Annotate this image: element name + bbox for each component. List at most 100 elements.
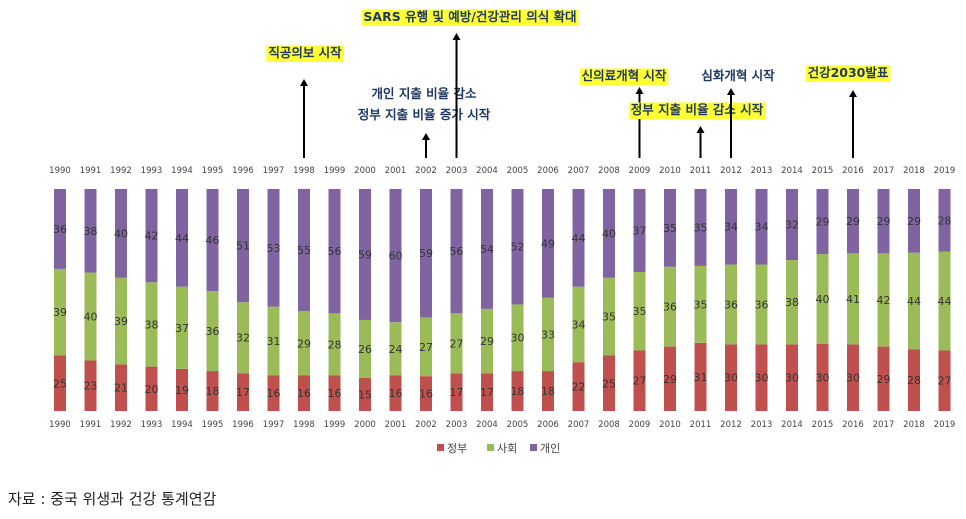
data-label-1996-series-1: 32 [236, 332, 250, 345]
data-label-1990-series-1: 39 [53, 306, 67, 319]
data-label-2019-series-2: 28 [938, 214, 952, 227]
bar-2003-series-0 [450, 373, 463, 411]
bar-1994-series-1 [176, 286, 188, 369]
bar-2019-series-1 [938, 251, 951, 351]
annotation-text-2016-0: 건강2030발표 [808, 65, 889, 80]
data-label-1996-series-2: 51 [236, 240, 250, 253]
bar-2015-series-1 [816, 254, 829, 344]
bar-1995-series-0 [206, 371, 219, 411]
data-label-2010-series-2: 35 [663, 222, 677, 235]
bar-2011-series-1 [694, 265, 707, 343]
bottom-tick-label-1991: 1991 [80, 420, 102, 430]
top-tick-label-2015: 2015 [812, 166, 834, 176]
annotation-arrowhead-2009 [635, 87, 644, 94]
data-label-2019-series-1: 44 [938, 295, 952, 308]
bar-1990-series-2 [54, 189, 66, 269]
data-label-2018-series-0: 28 [907, 374, 921, 387]
legend-swatch-1 [487, 444, 494, 451]
bar-2013-series-0 [755, 344, 768, 411]
bottom-tick-label-2001: 2001 [385, 420, 407, 430]
bar-2009-series-1 [633, 271, 646, 351]
bar-1998-series-2 [298, 189, 310, 312]
data-label-1999-series-1: 28 [328, 338, 342, 351]
bar-2018-series-1 [908, 252, 920, 350]
top-tick-label-1999: 1999 [324, 166, 346, 176]
bar-1999-series-0 [328, 375, 341, 411]
bottom-tick-label-2013: 2013 [751, 420, 773, 430]
data-label-2005-series-1: 30 [511, 332, 525, 345]
annotation-text-2002-0: 개인 지출 비율 감소 [371, 86, 477, 101]
annotation-text-2002-1: 정부 지출 비율 증가 시작 [358, 107, 491, 122]
data-label-2001-series-1: 24 [389, 343, 403, 356]
data-label-2015-series-1: 40 [816, 293, 830, 306]
bar-1999-series-1 [328, 313, 341, 376]
data-label-2004-series-0: 17 [480, 386, 494, 399]
bar-2006-series-0 [542, 371, 554, 411]
data-label-2015-series-0: 30 [816, 371, 830, 384]
bar-1997-series-2 [267, 189, 280, 307]
annotation-highlight-1998-0 [266, 45, 344, 62]
bar-1999-series-2 [328, 189, 341, 314]
stacked-bar-chart: 25 39 36 23 40 38 21 39 40 20 38 42 19 37 44 18 36 46 17 32… [49, 9, 955, 455]
top-tick-label-2003: 2003 [446, 166, 468, 176]
top-tick-label-2002: 2002 [415, 166, 437, 176]
legend-label-0: 정부 [447, 442, 467, 455]
legend-swatch-0 [437, 444, 444, 451]
top-tick-label-2013: 2013 [751, 166, 773, 176]
bar-2002-series-1 [420, 317, 432, 377]
bar-2001-series-1 [389, 322, 402, 376]
data-label-2015-series-2: 29 [816, 216, 830, 229]
bottom-tick-label-2007: 2007 [568, 420, 590, 430]
data-label-2005-series-2: 52 [511, 241, 525, 254]
data-label-2014-series-1: 38 [785, 296, 799, 309]
bar-2016-series-2 [847, 189, 859, 254]
top-tick-label-1997: 1997 [263, 166, 285, 176]
bottom-tick-label-1992: 1992 [110, 420, 132, 430]
data-label-1992-series-1: 39 [114, 315, 128, 328]
bottom-tick-label-2014: 2014 [781, 420, 803, 430]
data-label-1995-series-0: 18 [206, 385, 220, 398]
annotation-text-1998-0: 직공의보 시작 [268, 45, 342, 60]
bar-1990-series-0 [54, 355, 66, 411]
bar-2000-series-1 [359, 319, 371, 378]
data-label-2011-series-1: 35 [694, 298, 708, 311]
data-label-2009-series-1: 35 [633, 305, 647, 318]
bottom-year-labels: 1990 1991 1992 1993 1994 1995 1996 1997 1998 1999… [49, 420, 955, 430]
data-label-1992-series-2: 40 [114, 227, 128, 240]
bottom-tick-label-1996: 1996 [232, 420, 254, 430]
bar-2008-series-2 [603, 189, 615, 278]
bar-2002-series-0 [420, 376, 432, 411]
bar-1995-series-1 [206, 291, 219, 372]
bar-2018-series-0 [908, 349, 920, 411]
annotation-arrowhead-2011 [696, 126, 705, 133]
data-label-1993-series-2: 42 [145, 230, 159, 243]
data-label-1995-series-1: 36 [206, 325, 220, 338]
data-label-1996-series-0: 17 [236, 386, 250, 399]
bar-2007-series-0 [572, 362, 585, 411]
data-label-2012-series-0: 30 [724, 372, 738, 385]
bar-2005-series-2 [511, 189, 524, 305]
top-tick-label-2004: 2004 [476, 166, 498, 176]
source-note: 자료 : 중국 위생과 건강 통계연감 [8, 490, 217, 508]
data-label-2007-series-0: 22 [572, 381, 586, 394]
data-label-2010-series-1: 36 [663, 301, 677, 314]
data-label-1998-series-0: 16 [297, 387, 311, 400]
bar-2014-series-0 [786, 344, 798, 411]
top-tick-label-2007: 2007 [568, 166, 590, 176]
data-label-2016-series-0: 30 [846, 372, 860, 385]
top-tick-label-1995: 1995 [202, 166, 224, 176]
bar-1991-series-2 [84, 189, 97, 273]
data-label-2002-series-0: 16 [419, 388, 433, 401]
data-label-2017-series-2: 29 [877, 215, 891, 228]
bar-2012-series-1 [725, 264, 737, 345]
annotation-arrowhead-1998 [300, 79, 308, 86]
annotation-arrowhead-2012 [727, 88, 735, 95]
data-label-1992-series-0: 21 [114, 382, 128, 395]
top-tick-label-2006: 2006 [537, 166, 559, 176]
annotation-arrowhead-2003 [452, 33, 461, 40]
bar-2017-series-0 [877, 346, 890, 411]
data-label-2010-series-0: 29 [663, 373, 677, 386]
bar-1998-series-0 [298, 375, 310, 411]
bottom-tick-label-2006: 2006 [537, 420, 559, 430]
bar-2000-series-2 [359, 189, 371, 320]
